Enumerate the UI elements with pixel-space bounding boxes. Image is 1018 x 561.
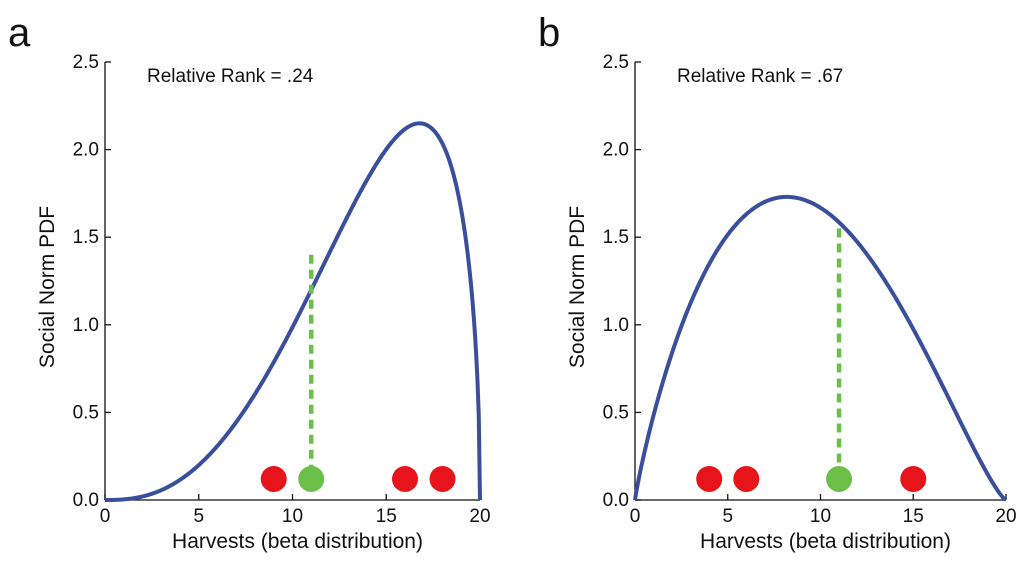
y-tick-label: 0.5 <box>73 402 99 423</box>
y-tick-label: 2.0 <box>73 140 99 161</box>
x-tick-label: 15 <box>376 506 397 527</box>
others-harvest-marker <box>260 465 287 492</box>
panel-a: a 0.0 0.5 1.0 1.5 2.0 2.5 0 5 10 15 20 Harvests (bet… <box>8 11 491 553</box>
own-harvest-marker <box>298 465 325 492</box>
y-tick-label: 1.5 <box>73 227 99 248</box>
x-tick-label: 0 <box>630 506 641 527</box>
y-tick-label: 0.0 <box>603 490 629 511</box>
y-tick-label: 0.0 <box>73 490 99 511</box>
y-tick-label: 1.5 <box>603 227 629 248</box>
y-tick-label: 0.5 <box>603 402 629 423</box>
x-tick-label: 20 <box>469 506 490 527</box>
density-curve <box>104 121 482 502</box>
x-axis-label: Harvests (beta distribution) <box>700 530 951 553</box>
x-tick-label: 20 <box>995 506 1016 527</box>
x-tick-label: 10 <box>282 506 303 527</box>
panel-label: b <box>538 11 560 55</box>
relative-rank-annotation: Relative Rank = .67 <box>677 66 843 87</box>
x-axis-label: Harvests (beta distribution) <box>172 530 423 553</box>
y-tick-label: 1.0 <box>73 315 99 336</box>
density-curve <box>633 194 1008 502</box>
x-tick-label: 5 <box>193 506 204 527</box>
y-axis-label: Social Norm PDF <box>566 206 589 368</box>
x-tick-label: 5 <box>722 506 733 527</box>
y-axis-label: Social Norm PDF <box>36 206 59 368</box>
others-harvest-marker <box>900 465 927 492</box>
others-harvest-marker <box>696 465 723 492</box>
y-tick-label: 2.0 <box>603 140 629 161</box>
y-tick-label: 2.5 <box>603 52 629 73</box>
y-tick-label: 1.0 <box>603 315 629 336</box>
x-tick-label: 0 <box>100 506 111 527</box>
own-harvest-marker <box>826 465 853 492</box>
panel-b: b 0.0 0.5 1.0 1.5 2.0 2.5 0 5 10 15 20 Harvests (bet… <box>538 11 1017 553</box>
others-harvest-marker <box>733 465 760 492</box>
relative-rank-annotation: Relative Rank = .24 <box>147 66 314 87</box>
x-tick-label: 10 <box>810 506 831 527</box>
panel-label: a <box>8 11 31 55</box>
y-tick-label: 2.5 <box>73 52 99 73</box>
others-harvest-marker <box>392 465 418 492</box>
others-harvest-marker <box>429 465 456 492</box>
x-tick-label: 15 <box>903 506 924 527</box>
